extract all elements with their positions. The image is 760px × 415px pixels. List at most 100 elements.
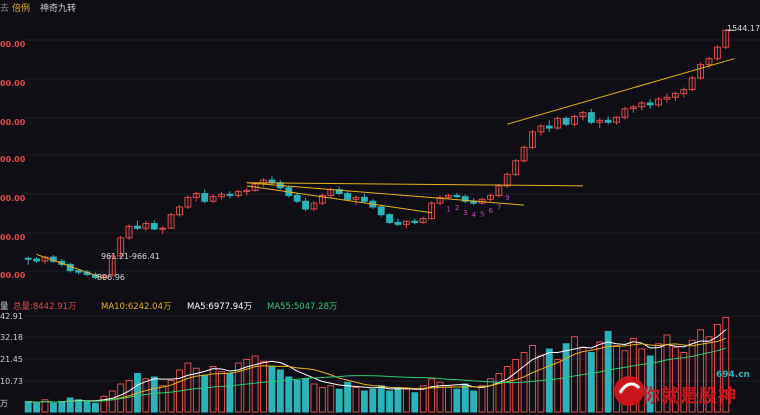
trend-line xyxy=(36,253,105,279)
volume-bar xyxy=(386,390,394,413)
candle-body xyxy=(24,257,32,260)
volume-bar xyxy=(671,346,679,413)
price-axis-label: 00.00 xyxy=(0,155,26,164)
candle-body xyxy=(302,200,310,210)
mode-label[interactable]: 倍例 xyxy=(12,4,31,14)
candle-body xyxy=(226,193,234,196)
volume-bar xyxy=(444,387,452,413)
volume-bar xyxy=(369,388,377,413)
price-axis-label: 00.00 xyxy=(0,271,26,280)
candle-body xyxy=(33,258,41,262)
watermark-logo-icon xyxy=(614,376,644,406)
volume-bar xyxy=(596,341,604,413)
ma5-line xyxy=(28,329,727,403)
candle-body xyxy=(562,117,570,125)
volume-chart[interactable] xyxy=(0,312,760,415)
volume-label: 量 xyxy=(0,302,9,312)
watermark: 你就是股神 694.cn xyxy=(612,368,752,412)
volume-bar xyxy=(680,352,688,413)
candle-body xyxy=(537,125,545,133)
volume-bar xyxy=(150,376,158,413)
high-price-label: 1544.17 xyxy=(727,24,760,33)
candle-body xyxy=(125,225,133,239)
volume-bar xyxy=(302,378,310,413)
candle-body xyxy=(629,106,637,110)
candle-body xyxy=(545,125,553,129)
volume-bar xyxy=(436,381,444,413)
candle-body xyxy=(201,193,209,202)
volume-bar xyxy=(142,378,150,413)
candle-body xyxy=(621,108,629,118)
candle-body xyxy=(192,193,200,198)
candle-body xyxy=(318,194,326,204)
candle-body xyxy=(503,173,511,187)
candle-body xyxy=(596,119,604,123)
volume-bar xyxy=(91,402,99,413)
volume-bar xyxy=(495,373,503,413)
indicator-label[interactable]: 神奇九转 xyxy=(40,4,77,14)
candle-body xyxy=(688,77,696,91)
ma55-line xyxy=(28,347,726,403)
candle-body xyxy=(428,202,436,220)
volume-bar xyxy=(41,399,49,413)
volume-bar xyxy=(411,392,419,413)
volume-bar xyxy=(554,359,562,413)
volume-bar xyxy=(461,383,469,413)
volume-bar xyxy=(579,346,587,413)
candle-body xyxy=(159,227,167,230)
volume-bar xyxy=(344,381,352,413)
candle-body xyxy=(150,223,158,230)
nine-turn-number: 5 xyxy=(480,210,484,218)
volume-axis-label: 万 xyxy=(0,399,8,408)
volume-axis-label: 21.45 xyxy=(0,355,23,364)
volume-bar xyxy=(251,355,259,413)
candle-body xyxy=(75,270,83,273)
price-axis-label: 00.00 xyxy=(0,194,26,203)
volume-bar xyxy=(66,397,74,413)
volume-bar xyxy=(587,352,595,413)
ma10-value: MA10:6242.04万 xyxy=(101,302,172,312)
ma5-value: MA5:6977.94万 xyxy=(187,302,253,312)
volume-bar xyxy=(512,359,520,413)
candle-body xyxy=(697,63,705,79)
nine-turn-number: 9 xyxy=(505,194,509,202)
price-axis-label: 00.00 xyxy=(0,79,26,88)
volume-bar xyxy=(487,378,494,413)
chart-toolbar: 去 倍例 神奇九转 xyxy=(0,0,760,14)
candle-body xyxy=(293,194,301,202)
candle-body xyxy=(100,274,108,279)
candle-body xyxy=(487,194,494,200)
candle-body xyxy=(461,196,469,202)
candle-body xyxy=(680,89,688,94)
volume-axis-label: 42.91 xyxy=(0,312,23,321)
candle-body xyxy=(218,193,225,198)
candle-body xyxy=(436,196,444,204)
candle-body xyxy=(344,193,352,200)
candle-body xyxy=(655,98,663,106)
volume-bar xyxy=(402,388,410,413)
toolbar-left-label[interactable]: 去 xyxy=(0,4,10,14)
price-axis-label: 00.00 xyxy=(0,40,26,49)
volume-bar xyxy=(276,369,284,413)
volume-bar xyxy=(377,385,385,413)
price-axis-label: 00.00 xyxy=(0,233,26,242)
volume-bar xyxy=(428,378,436,413)
candle-body xyxy=(142,223,150,229)
candle-body xyxy=(529,131,536,148)
volume-bar xyxy=(327,385,335,413)
volume-bar xyxy=(75,399,83,413)
volume-bar xyxy=(209,366,217,413)
candle-body xyxy=(638,102,646,108)
volume-bar xyxy=(352,387,360,413)
watermark-site: 694.cn xyxy=(716,370,750,380)
candle-body xyxy=(117,237,125,257)
nine-turn-number: 1 xyxy=(446,205,450,213)
candle-body xyxy=(663,96,671,100)
candle-body xyxy=(335,189,343,195)
candlestick-chart[interactable]: 1 23 4 5 6 79 xyxy=(0,14,760,298)
volume-total: 总量:8442.91万 xyxy=(13,302,77,312)
candle-body xyxy=(234,191,242,196)
volume-bar xyxy=(604,331,612,413)
volume-bar xyxy=(394,387,402,413)
candle-body xyxy=(352,196,360,200)
